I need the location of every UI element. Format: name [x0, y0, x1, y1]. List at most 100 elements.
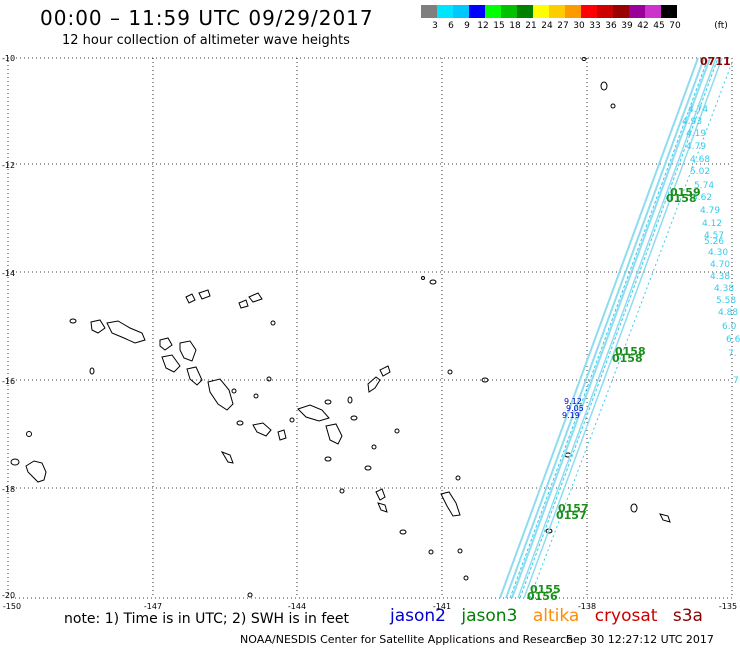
scale-swatch	[533, 5, 549, 18]
wave-height-label: 4.30	[708, 248, 728, 258]
lon-label: -141	[433, 602, 451, 611]
page-subtitle: 12 hour collection of altimeter wave hei…	[62, 33, 350, 48]
track-time-label: 0158	[666, 192, 697, 205]
lon-label: -135	[719, 602, 737, 611]
footer-timestamp: Sep 30 12:27:12 UTC 2017	[566, 633, 714, 646]
lon-label: -138	[578, 602, 596, 611]
lon-label: -150	[3, 602, 21, 611]
wave-height-label: 7.	[728, 349, 737, 359]
lat-lon-grid	[8, 58, 732, 598]
scale-label: 3	[432, 21, 438, 31]
lat-label: -12	[2, 161, 15, 170]
track-time-label: 0159	[670, 186, 701, 199]
legend-s3a: s3a	[672, 606, 703, 626]
jason2-values: 9.12 9.19 9.05	[562, 397, 584, 420]
islands	[10, 57, 671, 598]
scale-swatch	[565, 5, 581, 18]
track-time-label: 0155	[530, 583, 561, 596]
scale-swatch	[421, 5, 437, 18]
legend-altika: altika	[532, 606, 580, 626]
track-time-label: 0158	[615, 345, 646, 358]
scale-unit: (ft)	[714, 21, 728, 31]
scale-swatch	[629, 5, 645, 18]
wave-height-values: 4.74 4.93 4.19 4.79 4.68 5.02 5.74 5.62 …	[682, 105, 740, 386]
track-time-label: 0156	[527, 590, 558, 603]
scale-swatch	[453, 5, 469, 18]
wave-height-label: 5.74	[694, 181, 714, 191]
scale-label: 33	[589, 21, 601, 31]
scale-label: 70	[669, 21, 681, 31]
lat-labels: -10 -12 -14 -16 -18 -20	[2, 54, 15, 600]
scale-swatch	[437, 5, 453, 18]
scale-swatch	[501, 5, 517, 18]
scale-swatch	[485, 5, 501, 18]
wave-height-label: 5.62	[692, 193, 712, 203]
scale-swatch	[517, 5, 533, 18]
wave-height-label: 4.68	[690, 155, 710, 165]
scale-swatch	[661, 5, 677, 18]
scale-label: 36	[605, 21, 617, 31]
scale-label: 21	[525, 21, 537, 31]
wave-height-label: 6.0	[722, 322, 737, 332]
scale-label: 42	[637, 21, 649, 31]
lat-label: -18	[2, 485, 15, 494]
scale-swatch	[581, 5, 597, 18]
footer-note: note: 1) Time is in UTC; 2) SWH is in fe…	[64, 611, 350, 627]
legend-cryosat: cryosat	[594, 606, 658, 626]
page-title: 00:00 – 11:59 UTC 09/29/2017	[40, 6, 374, 30]
altimeter-track	[499, 57, 723, 599]
scale-swatch	[645, 5, 661, 18]
satellite-legend: jason2 jason3 altika cryosat s3a	[390, 606, 713, 626]
wave-height-label: 5.26	[704, 237, 724, 247]
scale-swatch	[613, 5, 629, 18]
wave-height-label: 4.74	[688, 105, 708, 115]
jason2-value: 9.19	[562, 411, 580, 420]
scale-label: 39	[621, 21, 633, 31]
track-time-label: 0711	[700, 55, 731, 68]
scale-label: 15	[493, 21, 505, 31]
jason2-value: 9.12	[564, 397, 582, 406]
scale-label: 12	[477, 21, 489, 31]
lon-labels: -150 -147 -144 -141 -138 -135	[3, 602, 737, 611]
scale-label: 18	[509, 21, 521, 31]
track-time-label: 0158	[612, 352, 643, 365]
lat-label: -14	[2, 269, 15, 278]
scale-swatch	[469, 5, 485, 18]
scale-label: 45	[653, 21, 665, 31]
wave-height-label: 4.38	[714, 284, 734, 294]
lat-label: -20	[2, 591, 15, 600]
wave-height-label: 4.38	[710, 272, 730, 282]
wave-height-label: 4.19	[686, 129, 706, 139]
lon-label: -144	[288, 602, 306, 611]
track-time-label: 0157	[558, 502, 589, 515]
wave-height-label: 4.70	[710, 260, 730, 270]
scale-swatch	[549, 5, 565, 18]
wave-height-label: 4.79	[700, 206, 720, 216]
lon-label: -147	[144, 602, 162, 611]
footer-credit: NOAA/NESDIS Center for Satellite Applica…	[240, 633, 574, 646]
wave-height-label: 5.58	[716, 296, 736, 306]
wave-height-label: 4.88	[718, 308, 738, 318]
wave-height-label: 4.93	[682, 117, 702, 127]
wave-height-label: 4.79	[686, 142, 706, 152]
wave-height-label: 4.57	[704, 231, 724, 241]
scale-label: 9	[464, 21, 470, 31]
scale-swatch	[597, 5, 613, 18]
color-scale	[421, 5, 677, 18]
wave-height-label: 5.02	[690, 167, 710, 177]
scale-label: 24	[541, 21, 553, 31]
wave-height-label: 7	[733, 376, 739, 386]
wave-height-label: 6.6	[726, 335, 740, 345]
scale-label: 6	[448, 21, 454, 31]
wave-height-label: 4.12	[702, 219, 722, 229]
legend-jason3: jason3	[461, 606, 518, 626]
jason2-value: 9.05	[566, 404, 584, 413]
lat-label: -10	[2, 54, 15, 63]
scale-label: 30	[573, 21, 585, 31]
lat-label: -16	[2, 377, 15, 386]
legend-jason2: jason2	[390, 606, 446, 626]
track-tail	[529, 59, 734, 599]
scale-label: 27	[557, 21, 569, 31]
track-time-labels: 0711 0159 0158 0158 0158 0157 0157 0155 …	[527, 55, 731, 603]
